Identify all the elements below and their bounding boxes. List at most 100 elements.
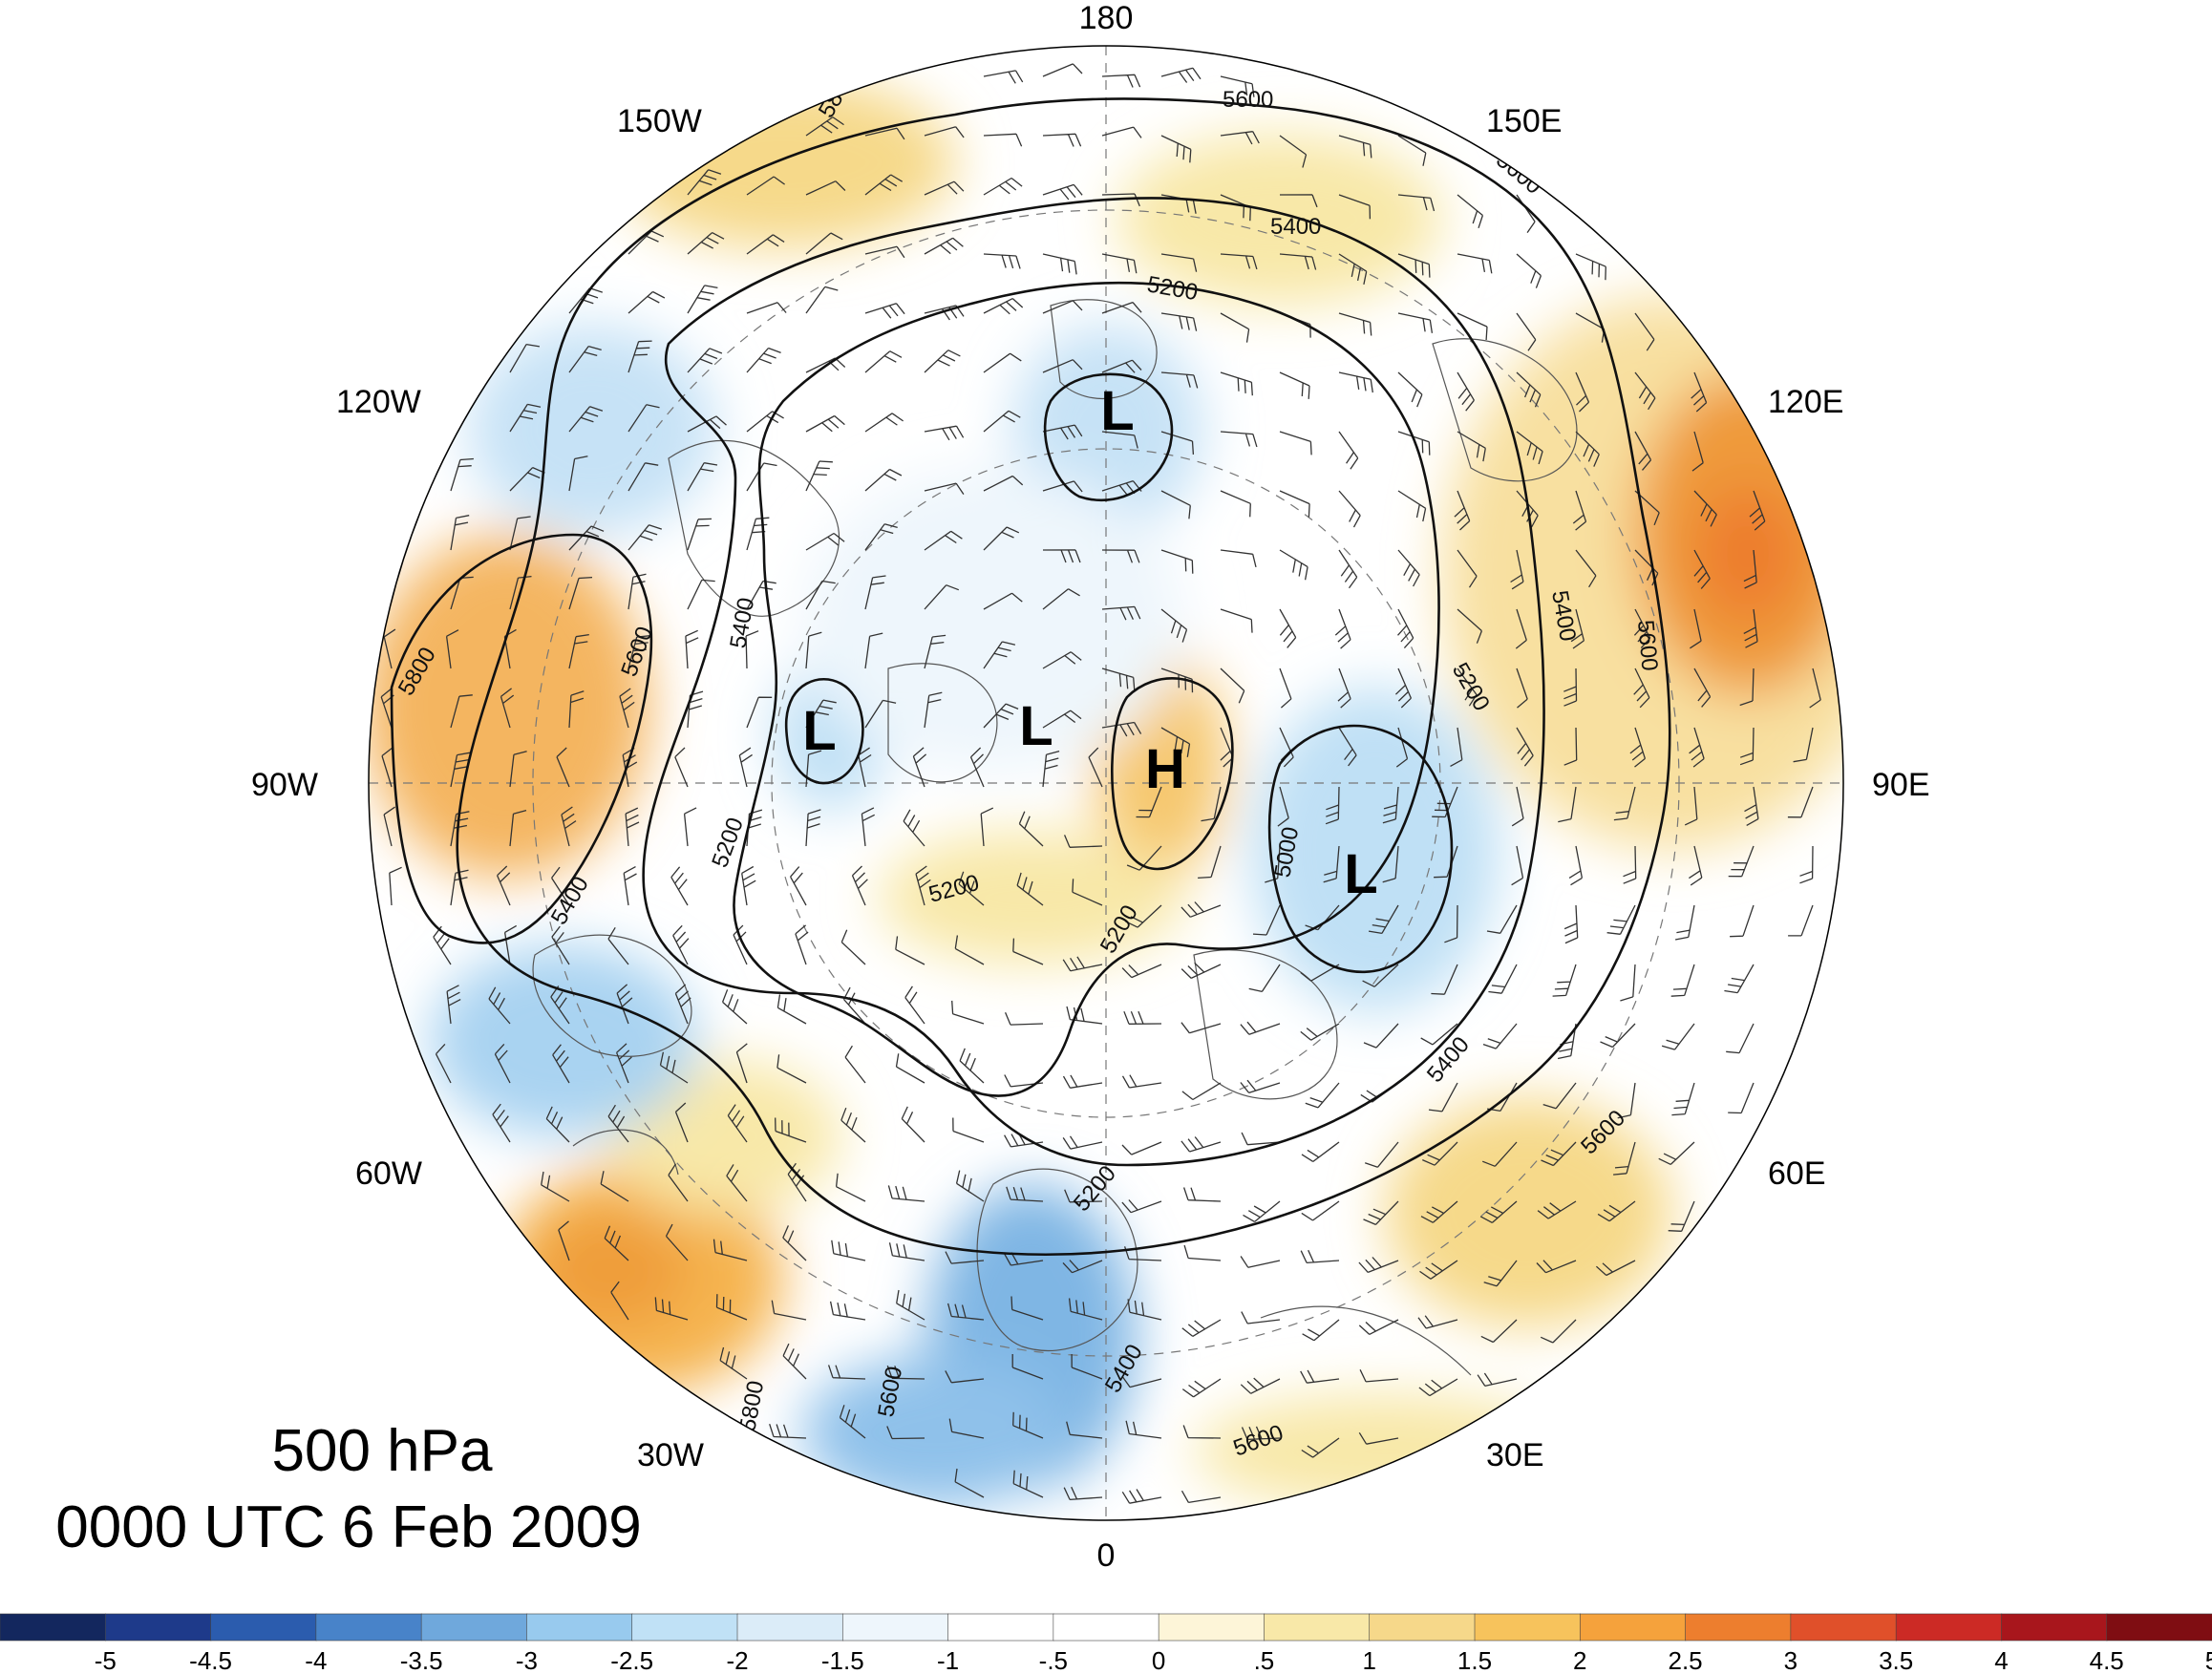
wind-barb: [735, 1043, 748, 1084]
wind-barb: [1277, 786, 1289, 827]
wind-barb: [1302, 1319, 1340, 1342]
wind-barb: [1121, 1141, 1162, 1155]
wind-barb: [492, 1103, 511, 1143]
wind-barb: [558, 1220, 570, 1261]
map-title: 500 hPa 0000 UTC 6 Feb 2009: [55, 1418, 642, 1560]
wind-barb: [509, 403, 542, 433]
colorbar-box: [1053, 1613, 1159, 1642]
wind-barb: [1301, 1141, 1340, 1162]
wind-barb: [1181, 1319, 1222, 1337]
wind-barb: [1012, 938, 1044, 965]
colorbar-label: 2: [1573, 1646, 1586, 1674]
wind-barb: [1575, 371, 1590, 413]
wind-barb: [1691, 371, 1708, 413]
wind-barb: [1743, 549, 1757, 589]
wind-barb: [1338, 549, 1358, 589]
wind-barb: [1338, 371, 1373, 393]
wind-barb: [983, 641, 1016, 669]
wind-barb: [805, 750, 822, 788]
wind-barb: [450, 752, 471, 788]
wind-barb: [1457, 608, 1483, 644]
wind-barb: [1480, 1319, 1518, 1344]
wind-barb: [1457, 371, 1475, 412]
wind-barb: [1101, 359, 1142, 373]
wind-barb: [795, 924, 809, 965]
wind-barb: [1248, 964, 1281, 993]
lon-label-30e: 30E: [1486, 1437, 1544, 1473]
wind-barb: [1066, 1421, 1103, 1439]
contour-low-chukchi: [1043, 372, 1174, 502]
wind-barb: [1160, 549, 1194, 574]
wind-barb: [901, 1106, 925, 1143]
wind-barb: [952, 1117, 985, 1143]
coastlines: [532, 299, 1578, 1376]
wind-barb: [1362, 964, 1399, 987]
wind-barb: [721, 989, 748, 1025]
wind-barb: [1671, 1082, 1695, 1116]
wind-barb: [1422, 1141, 1458, 1166]
wind-barb: [619, 688, 635, 729]
level-label: 500 hPa: [272, 1418, 494, 1484]
wind-barb: [1338, 490, 1361, 528]
wind-barb: [1220, 608, 1253, 633]
wind-barb: [1042, 750, 1060, 788]
wind-barb: [1516, 371, 1542, 408]
colorbar-box: [1369, 1613, 1476, 1642]
wind-barb: [790, 866, 807, 906]
wind-barb: [568, 287, 604, 314]
wind-barb: [1690, 608, 1702, 649]
wind-barb: [1617, 1082, 1636, 1119]
colorbar-label: -3.5: [400, 1646, 443, 1674]
wind-barb: [568, 576, 593, 610]
wind-barb: [924, 237, 964, 255]
wind-barb: [1397, 135, 1427, 166]
wind-barb: [1739, 667, 1755, 707]
wind-barb: [627, 524, 663, 551]
wind-barb: [1629, 727, 1647, 768]
wind-barb: [805, 414, 845, 433]
lon-label-180: 180: [1079, 0, 1134, 36]
wind-barb: [864, 468, 903, 492]
wind-barb: [1160, 253, 1198, 272]
wind-barb: [541, 1171, 570, 1202]
wind-barb: [1301, 1200, 1340, 1221]
wind-barb: [1477, 1372, 1518, 1388]
wind-barb: [1575, 431, 1600, 467]
wind-barb: [1101, 605, 1141, 621]
wind-barb: [1749, 490, 1766, 531]
wind-barb: [1101, 667, 1136, 691]
wind-barb: [1101, 721, 1142, 737]
wind-barb: [670, 866, 689, 906]
wind-barb: [1394, 667, 1412, 709]
wind-barb: [1125, 1420, 1162, 1439]
wind-barb: [1338, 253, 1368, 286]
wind-barb: [383, 806, 395, 847]
wind-barb: [1363, 1200, 1399, 1225]
wind-barb: [1240, 1377, 1281, 1394]
wind-barb: [1787, 786, 1814, 818]
wind-barb: [627, 404, 660, 433]
colorbar-label: -2.5: [610, 1646, 653, 1674]
wind-barb: [1457, 431, 1486, 462]
wind-barb: [494, 1043, 511, 1084]
wind-barb: [450, 457, 474, 492]
wind-barb: [1483, 1260, 1518, 1287]
wind-barb: [1300, 1369, 1340, 1384]
wind-barb: [915, 865, 931, 906]
wind-barb: [805, 532, 845, 551]
wind-barb: [1516, 431, 1543, 465]
wind-barb: [782, 1343, 807, 1380]
wind-barb: [1689, 727, 1705, 768]
wind-barb: [561, 806, 577, 847]
wind-barb: [509, 809, 527, 847]
wind-barb: [1730, 904, 1755, 938]
map-disk: 5800 5600 5600 5400 5200 5800 5600 5400 …: [369, 46, 1843, 1520]
wind-barb: [886, 1426, 925, 1440]
colorbar-box: [1474, 1613, 1582, 1642]
wind-barb: [1005, 1011, 1044, 1026]
wind-barb: [551, 866, 570, 906]
wind-barb: [1160, 67, 1202, 83]
wind-barb: [1338, 194, 1372, 220]
wind-barb: [615, 1043, 632, 1084]
wind-barb: [1182, 1187, 1222, 1202]
